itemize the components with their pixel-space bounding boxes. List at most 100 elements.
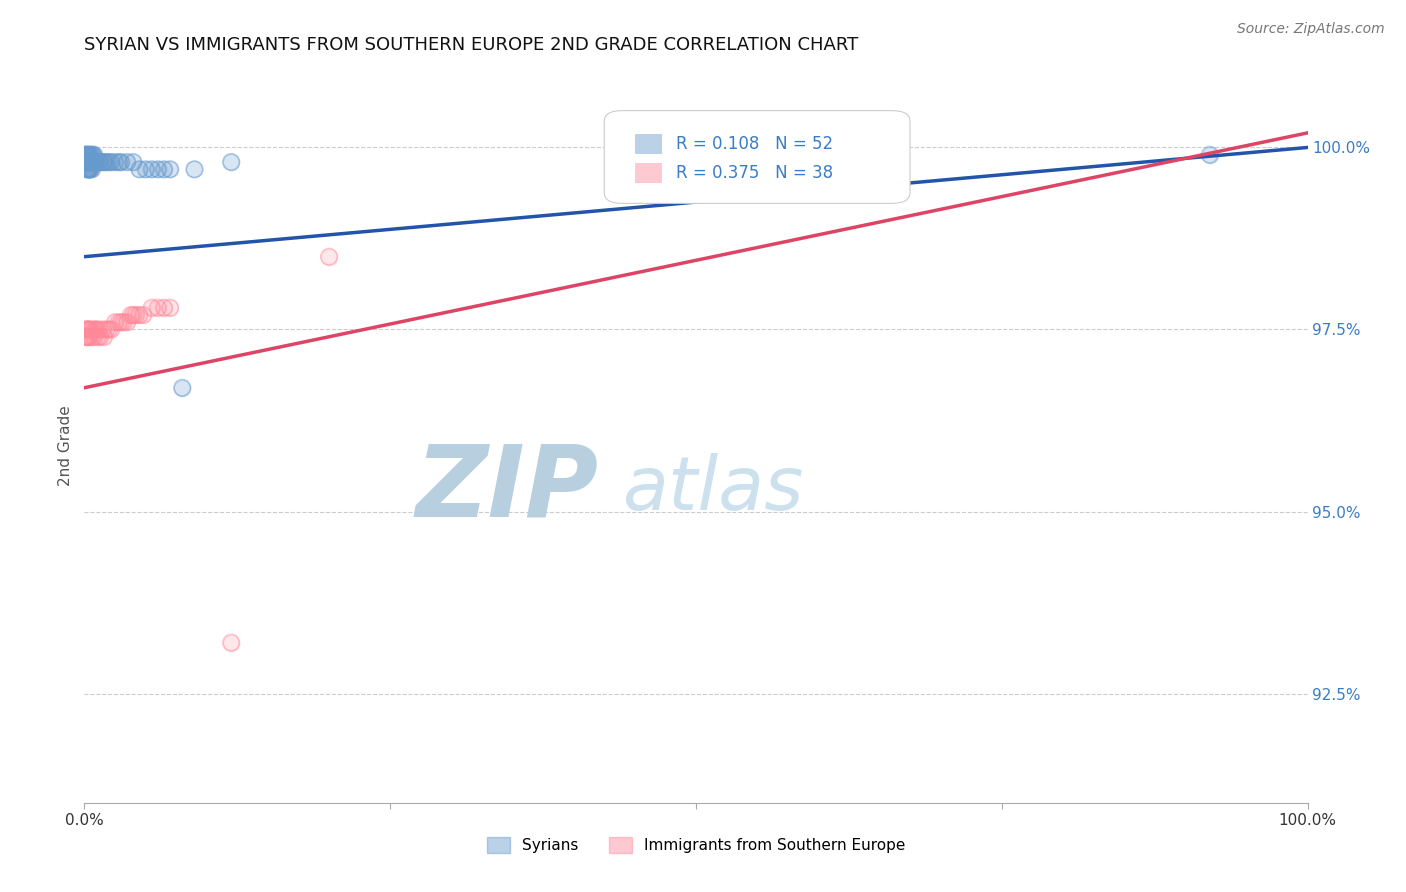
Point bbox=[183, 162, 205, 177]
Point bbox=[79, 322, 101, 336]
Point bbox=[89, 330, 111, 344]
Point bbox=[141, 301, 163, 315]
Point bbox=[77, 147, 100, 161]
Point bbox=[135, 162, 157, 177]
Text: R = 0.108   N = 52: R = 0.108 N = 52 bbox=[676, 136, 834, 153]
Point bbox=[172, 381, 194, 395]
Point bbox=[86, 155, 108, 169]
Point bbox=[318, 250, 340, 264]
Point bbox=[107, 315, 129, 329]
Point bbox=[146, 162, 169, 177]
Point bbox=[91, 322, 114, 336]
Point bbox=[75, 147, 97, 161]
Point bbox=[112, 315, 135, 329]
Point bbox=[83, 147, 105, 161]
Point bbox=[77, 330, 100, 344]
Point bbox=[91, 155, 114, 169]
Point bbox=[76, 330, 98, 344]
Point bbox=[75, 330, 97, 344]
Point bbox=[83, 147, 105, 161]
Point bbox=[76, 147, 98, 161]
Point bbox=[122, 155, 145, 169]
Point bbox=[93, 155, 115, 169]
Point bbox=[80, 162, 103, 177]
Point bbox=[75, 330, 97, 344]
Point bbox=[80, 147, 103, 161]
Point bbox=[93, 155, 115, 169]
Point bbox=[132, 308, 155, 322]
Point bbox=[318, 250, 340, 264]
Point bbox=[100, 155, 122, 169]
Point bbox=[84, 322, 107, 336]
Point bbox=[115, 315, 138, 329]
Point bbox=[219, 155, 242, 169]
Point bbox=[77, 322, 100, 336]
Point bbox=[89, 155, 111, 169]
Point bbox=[82, 155, 104, 169]
Point bbox=[75, 147, 97, 161]
Point bbox=[80, 330, 103, 344]
Point bbox=[110, 315, 132, 329]
Point bbox=[107, 155, 129, 169]
Point bbox=[219, 155, 242, 169]
Point bbox=[77, 162, 100, 177]
Point bbox=[75, 322, 97, 336]
Point bbox=[172, 381, 194, 395]
Point bbox=[107, 155, 129, 169]
FancyBboxPatch shape bbox=[636, 134, 662, 154]
Point bbox=[76, 330, 98, 344]
Point bbox=[83, 330, 105, 344]
Point bbox=[141, 162, 163, 177]
Point bbox=[104, 155, 127, 169]
Point bbox=[87, 322, 110, 336]
Text: Source: ZipAtlas.com: Source: ZipAtlas.com bbox=[1237, 22, 1385, 37]
Point bbox=[77, 322, 100, 336]
Point bbox=[96, 322, 118, 336]
Point bbox=[97, 322, 120, 336]
Point bbox=[77, 162, 100, 177]
Point bbox=[87, 330, 110, 344]
Point bbox=[86, 322, 108, 336]
Point bbox=[80, 162, 103, 177]
Point bbox=[80, 155, 103, 169]
Point bbox=[107, 315, 129, 329]
Point bbox=[75, 147, 97, 161]
Point bbox=[146, 162, 169, 177]
Point bbox=[112, 315, 135, 329]
Legend: Syrians, Immigrants from Southern Europe: Syrians, Immigrants from Southern Europe bbox=[481, 831, 911, 859]
Point bbox=[122, 308, 145, 322]
Point bbox=[87, 155, 110, 169]
Point bbox=[83, 155, 105, 169]
Point bbox=[77, 322, 100, 336]
Point bbox=[84, 155, 107, 169]
Point bbox=[82, 147, 104, 161]
Point bbox=[76, 322, 98, 336]
Point bbox=[77, 155, 100, 169]
Point bbox=[91, 322, 114, 336]
Point bbox=[79, 162, 101, 177]
Point bbox=[128, 308, 150, 322]
Point bbox=[100, 155, 122, 169]
Point bbox=[89, 330, 111, 344]
Point bbox=[79, 322, 101, 336]
Point bbox=[159, 301, 181, 315]
Point bbox=[86, 155, 108, 169]
Point bbox=[76, 155, 98, 169]
Point bbox=[87, 155, 110, 169]
Point bbox=[84, 155, 107, 169]
Point bbox=[1198, 147, 1220, 161]
Point bbox=[159, 162, 181, 177]
Point bbox=[128, 308, 150, 322]
Point bbox=[159, 301, 181, 315]
Point bbox=[76, 155, 98, 169]
Point bbox=[100, 322, 122, 336]
Point bbox=[125, 308, 148, 322]
Point bbox=[141, 301, 163, 315]
Point bbox=[77, 155, 100, 169]
Point bbox=[77, 147, 100, 161]
Point bbox=[96, 155, 118, 169]
Point bbox=[135, 162, 157, 177]
Point bbox=[122, 155, 145, 169]
Point bbox=[122, 308, 145, 322]
Point bbox=[97, 155, 120, 169]
